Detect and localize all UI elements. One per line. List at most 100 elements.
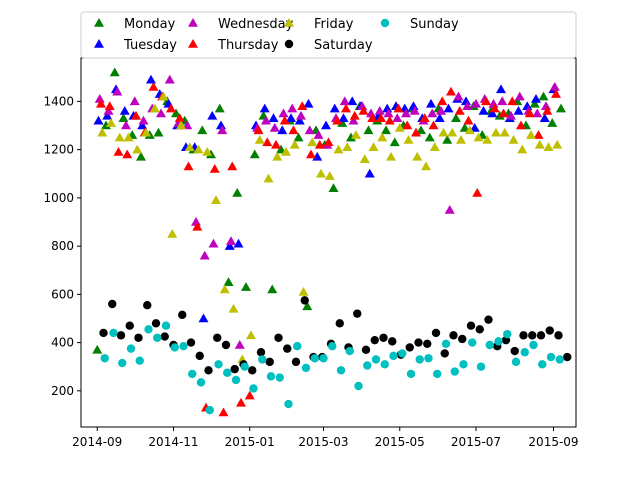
data-point-thursday [446, 86, 456, 96]
x-tick-label: 2015-07 [451, 435, 501, 449]
data-point-sunday [503, 329, 512, 339]
data-point-sunday [161, 321, 171, 330]
data-point-wednesday [94, 94, 105, 103]
data-point-sunday [415, 355, 424, 364]
data-point-tuesday [102, 110, 113, 120]
data-point-sunday [214, 360, 223, 369]
data-point-tuesday [321, 120, 331, 130]
data-point-wednesday [409, 106, 420, 115]
data-point-wednesday [278, 108, 289, 118]
plot-area [92, 67, 572, 417]
data-point-thursday [524, 108, 535, 118]
data-point-thursday [367, 113, 378, 123]
data-point-monday [136, 151, 146, 161]
data-point-monday [171, 108, 181, 118]
data-point-friday [281, 147, 291, 156]
data-point-sunday [109, 328, 118, 338]
data-point-sunday [476, 362, 486, 371]
data-point-tuesday [434, 113, 445, 123]
data-point-saturday [458, 334, 467, 344]
legend-label-friday: Friday [314, 17, 354, 32]
data-point-monday [442, 135, 453, 144]
legend: Monday Tuesday Wednesday Thursday Friday Satu… [80, 11, 577, 59]
data-point-sunday [389, 351, 398, 361]
data-point-thursday [174, 113, 185, 123]
data-point-wednesday [156, 108, 166, 118]
data-point-wednesday [514, 91, 525, 101]
data-point-friday [211, 195, 221, 205]
data-point-thursday [384, 115, 395, 125]
data-point-sunday [170, 343, 179, 352]
data-point-wednesday [436, 106, 446, 115]
legend-label-tuesday: Tuesday [123, 38, 177, 53]
data-point-friday [307, 137, 318, 147]
data-point-thursday [253, 125, 264, 135]
data-point-monday [101, 120, 111, 130]
data-point-thursday [332, 115, 343, 125]
data-point-wednesday [199, 250, 210, 260]
data-point-saturday [125, 321, 134, 330]
data-point-tuesday [487, 108, 498, 118]
data-point-friday [351, 130, 361, 139]
data-point-wednesday [549, 81, 560, 91]
data-point-sunday [441, 339, 451, 348]
data-point-sunday [100, 354, 109, 363]
data-point-sunday [459, 360, 468, 369]
data-point-tuesday [259, 103, 270, 113]
y-tick-label: 800 [51, 239, 74, 253]
data-point-wednesday [401, 108, 411, 118]
data-point-thursday [166, 103, 176, 113]
data-point-wednesday [471, 98, 481, 108]
y-tick-label: 1400 [43, 94, 74, 108]
data-point-saturday [230, 364, 239, 374]
data-point-sunday [196, 378, 206, 387]
data-point-thursday [218, 407, 229, 417]
data-point-saturday [291, 357, 301, 367]
data-point-wednesday [392, 113, 403, 123]
data-point-friday [263, 173, 274, 183]
data-point-tuesday [443, 103, 454, 113]
data-point-wednesday [348, 115, 359, 125]
data-point-monday [214, 103, 225, 113]
data-point-friday [123, 132, 134, 142]
data-point-wednesday [191, 217, 201, 226]
data-point-saturday [423, 339, 432, 348]
data-point-wednesday [357, 101, 368, 110]
data-point-saturday [116, 331, 126, 340]
data-point-saturday [335, 319, 344, 328]
data-point-wednesday [296, 110, 306, 120]
data-point-sunday [485, 340, 494, 350]
data-point-friday [403, 135, 414, 144]
data-point-tuesday [338, 113, 349, 123]
data-point-thursday [349, 110, 360, 120]
data-point-wednesday [138, 115, 149, 125]
data-point-monday [424, 132, 435, 142]
data-point-tuesday [303, 98, 314, 108]
data-point-friday [158, 91, 169, 101]
data-point-friday [386, 151, 396, 161]
data-point-sunday [205, 405, 214, 415]
data-point-monday [389, 137, 400, 147]
data-point-saturday [379, 333, 388, 342]
data-point-thursday [358, 106, 369, 115]
data-point-friday [246, 330, 256, 340]
data-point-wednesday [427, 108, 438, 118]
data-point-wednesday [383, 108, 394, 118]
data-point-wednesday [366, 108, 376, 118]
data-point-sunday [380, 360, 389, 369]
data-point-thursday [306, 149, 316, 159]
x-tick-label: 2015-01 [225, 435, 275, 449]
data-point-thursday [489, 103, 500, 113]
data-point-wednesday [129, 96, 140, 106]
data-point-saturday [563, 352, 572, 362]
data-point-saturday [160, 332, 169, 341]
data-point-monday [241, 282, 251, 291]
data-point-sunday [284, 399, 293, 409]
data-point-thursday [428, 120, 439, 130]
data-point-thursday [122, 149, 133, 159]
data-point-saturday [519, 331, 528, 340]
data-point-tuesday [198, 313, 209, 323]
data-point-friday [184, 142, 195, 151]
data-point-monday [109, 67, 120, 77]
data-point-friday [298, 286, 309, 296]
